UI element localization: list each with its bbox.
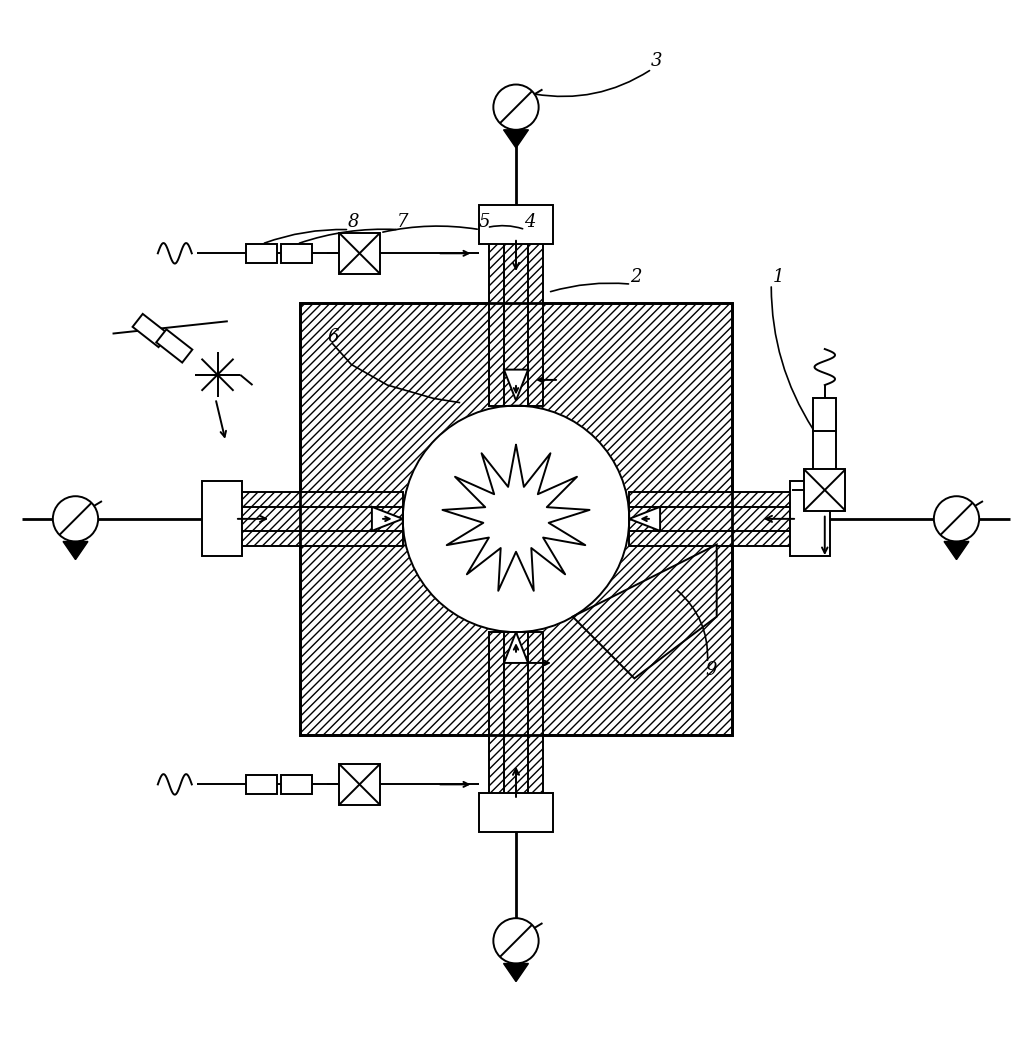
- Circle shape: [53, 496, 98, 542]
- Bar: [489, 632, 543, 805]
- Polygon shape: [944, 542, 969, 560]
- Bar: [338, 233, 380, 274]
- Bar: [813, 398, 836, 432]
- Bar: [282, 244, 313, 263]
- Bar: [479, 205, 553, 244]
- Circle shape: [402, 406, 630, 632]
- Polygon shape: [504, 370, 528, 400]
- Polygon shape: [63, 542, 88, 560]
- Bar: [282, 776, 313, 793]
- Polygon shape: [372, 507, 402, 531]
- Text: 4: 4: [523, 214, 536, 232]
- Text: 5: 5: [479, 214, 490, 232]
- Circle shape: [493, 918, 539, 963]
- Text: 6: 6: [327, 328, 338, 346]
- Bar: [156, 329, 192, 363]
- Polygon shape: [504, 963, 528, 982]
- Bar: [202, 481, 241, 556]
- Polygon shape: [504, 130, 528, 148]
- Bar: [300, 303, 732, 735]
- Circle shape: [934, 496, 979, 542]
- Text: 9: 9: [706, 661, 717, 679]
- Bar: [479, 793, 553, 832]
- Bar: [791, 481, 830, 556]
- Bar: [230, 493, 402, 546]
- Bar: [813, 413, 836, 482]
- Bar: [489, 233, 543, 406]
- Bar: [247, 776, 278, 793]
- Bar: [630, 493, 802, 546]
- Bar: [338, 764, 380, 805]
- Polygon shape: [573, 545, 716, 678]
- Bar: [300, 303, 732, 735]
- Text: 8: 8: [348, 214, 359, 232]
- Circle shape: [493, 85, 539, 130]
- Text: 1: 1: [773, 268, 784, 286]
- Bar: [247, 244, 278, 263]
- Bar: [132, 314, 168, 347]
- Text: 7: 7: [397, 214, 409, 232]
- Text: 2: 2: [630, 268, 641, 286]
- Polygon shape: [630, 507, 660, 531]
- Bar: [804, 470, 845, 510]
- Polygon shape: [504, 632, 528, 663]
- Text: 3: 3: [651, 51, 663, 70]
